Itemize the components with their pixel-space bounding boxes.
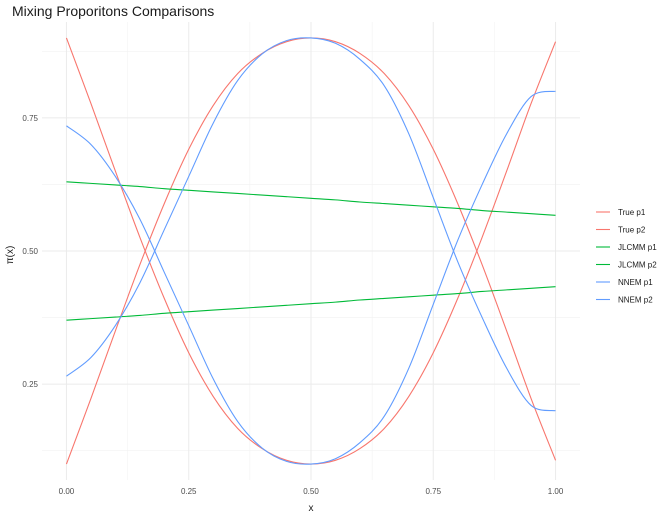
series-lines bbox=[65, 37, 557, 465]
legend-label: JLCMM p1 bbox=[618, 243, 657, 252]
x-tick-label: 1.00 bbox=[548, 487, 564, 496]
legend-label: NNEM p1 bbox=[618, 278, 653, 287]
legend-label: JLCMM p2 bbox=[618, 261, 657, 270]
legend: True p1 True p2 JLCMM p1 JLCMM p2 NNEM p1 NNE… bbox=[596, 208, 657, 305]
y-tick-label: 0.75 bbox=[22, 114, 38, 123]
series-line-nnem-p2 bbox=[66, 37, 556, 412]
x-tick-label: 0.75 bbox=[425, 487, 441, 496]
legend-item: JLCMM p1 bbox=[596, 243, 657, 252]
legend-label: True p2 bbox=[618, 226, 646, 235]
x-axis-label: x bbox=[309, 503, 314, 514]
legend-label: True p1 bbox=[618, 208, 646, 217]
y-tick-label: 0.50 bbox=[22, 247, 38, 256]
chart-title: Mixing Proporitons Comparisons bbox=[12, 3, 215, 19]
series-line-jlcmm-p1 bbox=[66, 181, 556, 216]
y-axis-label: π(x) bbox=[5, 246, 16, 265]
x-tick-label: 0.25 bbox=[181, 487, 197, 496]
x-tick-label: 0.50 bbox=[303, 487, 319, 496]
major-gridlines bbox=[42, 22, 580, 480]
y-tick-labels: 0.25 0.50 0.75 bbox=[22, 114, 38, 389]
series-line-nnem-p1 bbox=[66, 90, 556, 465]
x-tick-label: 0.00 bbox=[59, 487, 75, 496]
legend-item: True p2 bbox=[596, 226, 646, 235]
legend-item: JLCMM p2 bbox=[596, 261, 657, 270]
legend-item: True p1 bbox=[596, 208, 646, 217]
legend-item: NNEM p2 bbox=[596, 296, 653, 305]
legend-item: NNEM p1 bbox=[596, 278, 653, 287]
legend-label: NNEM p2 bbox=[618, 296, 653, 305]
y-tick-label: 0.25 bbox=[22, 380, 38, 389]
series-line-jlcmm-p2 bbox=[66, 286, 556, 321]
x-tick-labels: 0.00 0.25 0.50 0.75 1.00 bbox=[59, 487, 564, 496]
